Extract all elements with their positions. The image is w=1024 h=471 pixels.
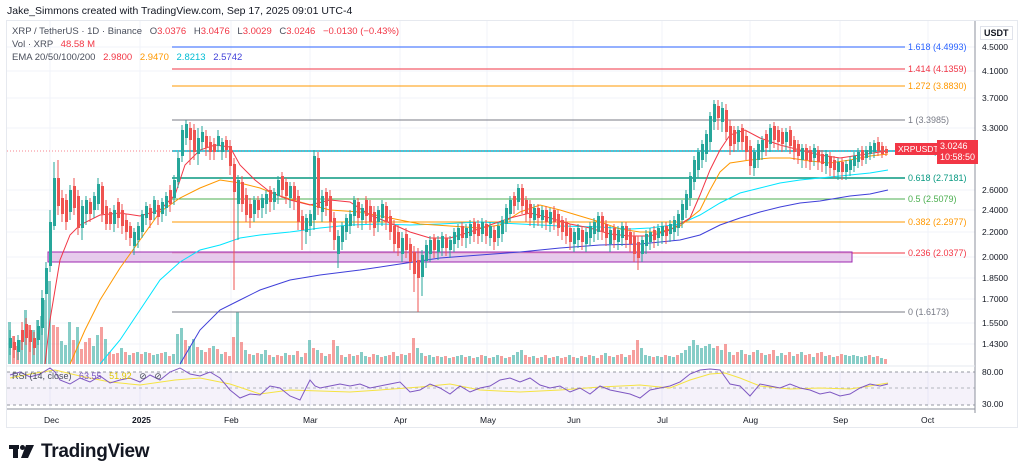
last-price-tag: 3.0246 10:58:50 <box>937 140 979 164</box>
ema-legend: EMA 20/50/100/200 2.9800 2.9470 2.8213 2… <box>12 52 242 63</box>
time-tick: Jun <box>567 415 581 425</box>
volume-label[interactable]: Vol · XRP <box>12 39 54 50</box>
price-tick: 1.4300 <box>982 339 1008 349</box>
rsi-tick: 80.00 <box>982 367 1004 377</box>
grid-lines <box>7 21 975 408</box>
chart-frame <box>6 20 1018 428</box>
price-tick: 3.3000 <box>982 123 1008 133</box>
bar-countdown: 10:58:50 <box>940 152 976 162</box>
fib-label-0382: 0.382 (2.2977) <box>908 217 967 227</box>
brand-name: TradingView <box>41 441 150 462</box>
high-value: 3.0476 <box>200 26 230 37</box>
price-tick: 3.7000 <box>982 93 1008 103</box>
tradingview-logo-icon <box>9 445 34 458</box>
chart-credit: Jake_Simmons created with TradingView.co… <box>7 5 353 17</box>
symbol-price-tag: XRPUSDT <box>895 143 942 155</box>
fib-label-0618: 0.618 (2.7181) <box>908 173 967 183</box>
price-tick: 2.2000 <box>982 227 1008 237</box>
ema-label[interactable]: EMA 20/50/100/200 <box>12 52 96 63</box>
rsi-tick: 30.00 <box>982 399 1004 409</box>
price-tick: 2.0000 <box>982 252 1008 262</box>
time-tick: 2025 <box>132 415 151 425</box>
hidden-icon: ⊘ <box>154 371 162 381</box>
time-tick: Jul <box>657 415 668 425</box>
symbol-legend: XRP / TetherUS · 1D · Binance O3.0376 H3… <box>12 26 400 37</box>
time-tick: Sep <box>833 415 849 425</box>
tradingview-logo[interactable]: TradingView <box>9 441 150 463</box>
time-tick: Feb <box>224 415 239 425</box>
price-tick: 2.6000 <box>982 185 1008 195</box>
ema100-value: 2.8213 <box>176 52 206 63</box>
ema200-line <box>179 189 889 365</box>
candles <box>9 100 888 360</box>
price-tick: 1.7000 <box>982 294 1008 304</box>
fib-label-1272: 1.272 (3.8830) <box>908 81 967 91</box>
price-tick: 2.4000 <box>982 205 1008 215</box>
rsi-ma-line <box>9 369 889 395</box>
price-tick: 1.5500 <box>982 318 1008 328</box>
ema20-value: 2.9800 <box>103 52 133 63</box>
fib-label-1: 1 (3.3985) <box>908 115 950 125</box>
rsi-value: 63.55 <box>79 371 102 381</box>
ema200-value: 2.5742 <box>213 52 243 63</box>
hidden-icon: ⊘ <box>139 371 147 381</box>
time-tick: Dec <box>44 415 60 425</box>
symbol-name[interactable]: XRP / TetherUS · 1D · Binance <box>12 26 143 37</box>
close-value: 3.0246 <box>286 26 316 37</box>
time-tick: Mar <box>303 415 318 425</box>
ema50-value: 2.9470 <box>139 52 169 63</box>
rsi-line <box>9 367 889 401</box>
price-tick: 1.8500 <box>982 273 1008 283</box>
price-tick: 4.1000 <box>982 66 1008 76</box>
price-tick: 4.5000 <box>982 42 1008 52</box>
time-tick: Oct <box>921 415 935 425</box>
volume-legend: Vol · XRP 48.58 M <box>12 39 95 50</box>
low-value: 3.0029 <box>242 26 272 37</box>
currency-label[interactable]: USDT <box>980 26 1013 40</box>
volume-value: 48.58 M <box>60 39 95 50</box>
fib-label-05: 0.5 (2.5079) <box>908 194 957 204</box>
ema100-line <box>99 169 889 365</box>
rsi-ma-value: 51.92 <box>109 371 132 381</box>
time-tick: Apr <box>394 415 408 425</box>
open-value: 3.0376 <box>157 26 187 37</box>
rsi-legend: RSI (14, close) 63.55 51.92 ⊘ ⊘ <box>12 371 162 382</box>
fib-label-1618: 1.618 (4.4993) <box>908 42 967 52</box>
fib-label-1414: 1.414 (4.1359) <box>908 64 967 74</box>
change-value: −0.0130 (−0.43%) <box>322 26 400 37</box>
fib-label-0: 0 (1.6173) <box>908 307 950 317</box>
ema50-line <box>69 153 889 365</box>
time-tick: Aug <box>743 415 759 425</box>
last-price: 3.0246 <box>940 141 968 151</box>
time-tick: May <box>480 415 497 425</box>
fib-label-0236: 0.236 (2.0377) <box>908 248 967 258</box>
rsi-label[interactable]: RSI (14, close) <box>12 371 72 381</box>
